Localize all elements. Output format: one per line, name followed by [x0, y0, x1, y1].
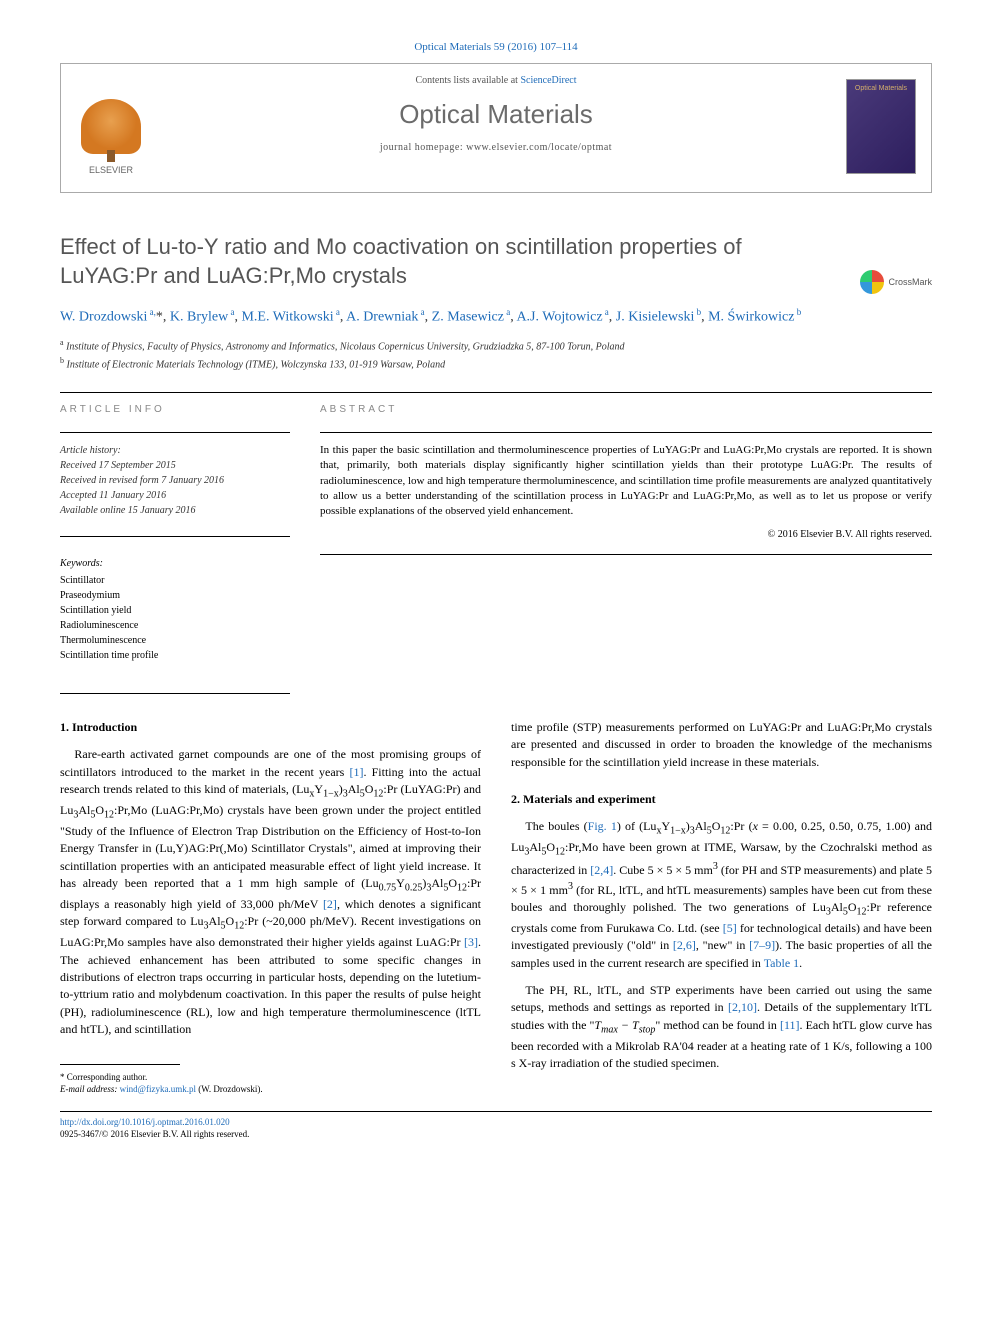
homepage-url[interactable]: www.elsevier.com/locate/optmat — [466, 142, 612, 153]
footer-divider — [60, 1111, 932, 1112]
ref-link[interactable]: [5] — [723, 921, 737, 935]
author-5[interactable]: Z. Masewicz — [432, 309, 504, 324]
elsevier-logo[interactable]: ELSEVIER — [76, 99, 146, 174]
keyword: Radioluminescence — [60, 618, 290, 633]
ref-link[interactable]: [2] — [323, 897, 337, 911]
body-right-column: time profile (STP) measurements performe… — [511, 719, 932, 1096]
ref-link[interactable]: [3] — [464, 935, 478, 949]
ref-link[interactable]: [2,10] — [728, 1000, 757, 1014]
citation-line: Optical Materials 59 (2016) 107–114 — [60, 40, 932, 55]
crossmark-badge[interactable]: CrossMark — [860, 270, 932, 294]
ref-link[interactable]: [2,4] — [590, 863, 613, 877]
body-columns: 1. Introduction Rare-earth activated gar… — [60, 719, 932, 1096]
footnote-divider — [60, 1064, 180, 1065]
intro-paragraph-1: Rare-earth activated garnet compounds ar… — [60, 746, 481, 1038]
doi-link[interactable]: http://dx.doi.org/10.1016/j.optmat.2016.… — [60, 1117, 230, 1127]
keyword: Praseodymium — [60, 588, 290, 603]
sciencedirect-link[interactable]: ScienceDirect — [520, 75, 576, 86]
ref-link[interactable]: [7–9] — [749, 938, 775, 952]
email-author: (W. Drozdowski). — [198, 1084, 262, 1094]
ref-link[interactable]: [11] — [780, 1018, 800, 1032]
abstract-label: ABSTRACT — [320, 403, 932, 417]
article-history: Article history: Received 17 September 2… — [60, 443, 290, 518]
cover-title: Optical Materials — [847, 80, 915, 94]
author-3[interactable]: M.E. Witkowski — [241, 309, 333, 324]
issn-copyright: 0925-3467/© 2016 Elsevier B.V. All right… — [60, 1128, 932, 1141]
citation-link[interactable]: Optical Materials 59 (2016) 107–114 — [414, 41, 577, 53]
keywords-label: Keywords: — [60, 557, 290, 571]
revised-date: Received in revised form 7 January 2016 — [60, 473, 290, 488]
doi-footer: http://dx.doi.org/10.1016/j.optmat.2016.… — [60, 1116, 932, 1141]
author-1[interactable]: W. Drozdowski — [60, 309, 147, 324]
intro-paragraph-2: time profile (STP) measurements performe… — [511, 719, 932, 771]
fig-link[interactable]: Fig. 1 — [588, 819, 617, 833]
email-label: E-mail address: — [60, 1084, 117, 1094]
keyword: Thermoluminescence — [60, 633, 290, 648]
article-info-column: ARTICLE INFO Article history: Received 1… — [60, 403, 290, 663]
keyword: Scintillation time profile — [60, 648, 290, 663]
article-title: Effect of Lu-to-Y ratio and Mo coactivat… — [60, 233, 820, 290]
materials-paragraph-2: The PH, RL, ltTL, and STP experiments ha… — [511, 982, 932, 1072]
author-2[interactable]: K. Brylew — [170, 309, 228, 324]
corresponding-label: * Corresponding author. — [60, 1071, 481, 1084]
authors-list: W. Drozdowski a,*, K. Brylew a, M.E. Wit… — [60, 306, 932, 328]
journal-name: Optical Materials — [76, 96, 916, 132]
email-link[interactable]: wind@fizyka.umk.pl — [120, 1084, 196, 1094]
keyword: Scintillation yield — [60, 603, 290, 618]
elsevier-tree-icon — [81, 99, 141, 154]
article-info-label: ARTICLE INFO — [60, 403, 290, 417]
abstract-copyright: © 2016 Elsevier B.V. All rights reserved… — [320, 528, 932, 542]
received-date: Received 17 September 2015 — [60, 458, 290, 473]
table-link[interactable]: Table 1 — [764, 956, 799, 970]
affiliation-a: Institute of Physics, Faculty of Physics… — [66, 342, 625, 353]
author-7[interactable]: J. Kisielewski — [616, 309, 695, 324]
journal-homepage: journal homepage: www.elsevier.com/locat… — [76, 141, 916, 155]
elsevier-label: ELSEVIER — [76, 164, 146, 177]
journal-cover-thumbnail[interactable]: Optical Materials — [846, 79, 916, 174]
author-8[interactable]: M. Świrkowicz — [708, 309, 794, 324]
ref-link[interactable]: [1] — [349, 765, 363, 779]
corresponding-footnote: * Corresponding author. E-mail address: … — [60, 1071, 481, 1096]
contents-available: Contents lists available at ScienceDirec… — [76, 74, 916, 88]
abstract-text: In this paper the basic scintillation an… — [320, 443, 932, 520]
intro-heading: 1. Introduction — [60, 719, 481, 736]
accepted-date: Accepted 11 January 2016 — [60, 488, 290, 503]
materials-heading: 2. Materials and experiment — [511, 791, 932, 808]
body-left-column: 1. Introduction Rare-earth activated gar… — [60, 719, 481, 1096]
keywords-list: Scintillator Praseodymium Scintillation … — [60, 573, 290, 663]
crossmark-icon — [860, 270, 884, 294]
history-label: Article history: — [60, 443, 290, 458]
author-6[interactable]: A.J. Wojtowicz — [516, 309, 602, 324]
journal-header: ELSEVIER Optical Materials Contents list… — [60, 63, 932, 193]
affiliations: a Institute of Physics, Faculty of Physi… — [60, 337, 932, 372]
author-4[interactable]: A. Drewniak — [346, 309, 418, 324]
materials-paragraph-1: The boules (Fig. 1) of (LuxY1−x)3Al5O12:… — [511, 818, 932, 972]
affiliation-b: Institute of Electronic Materials Techno… — [67, 359, 446, 370]
abstract-column: ABSTRACT In this paper the basic scintil… — [320, 403, 932, 663]
keyword: Scintillator — [60, 573, 290, 588]
ref-link[interactable]: [2,6] — [673, 938, 696, 952]
divider — [60, 392, 932, 393]
info-abstract-row: ARTICLE INFO Article history: Received 1… — [60, 403, 932, 663]
crossmark-label: CrossMark — [888, 276, 932, 289]
online-date: Available online 15 January 2016 — [60, 503, 290, 518]
